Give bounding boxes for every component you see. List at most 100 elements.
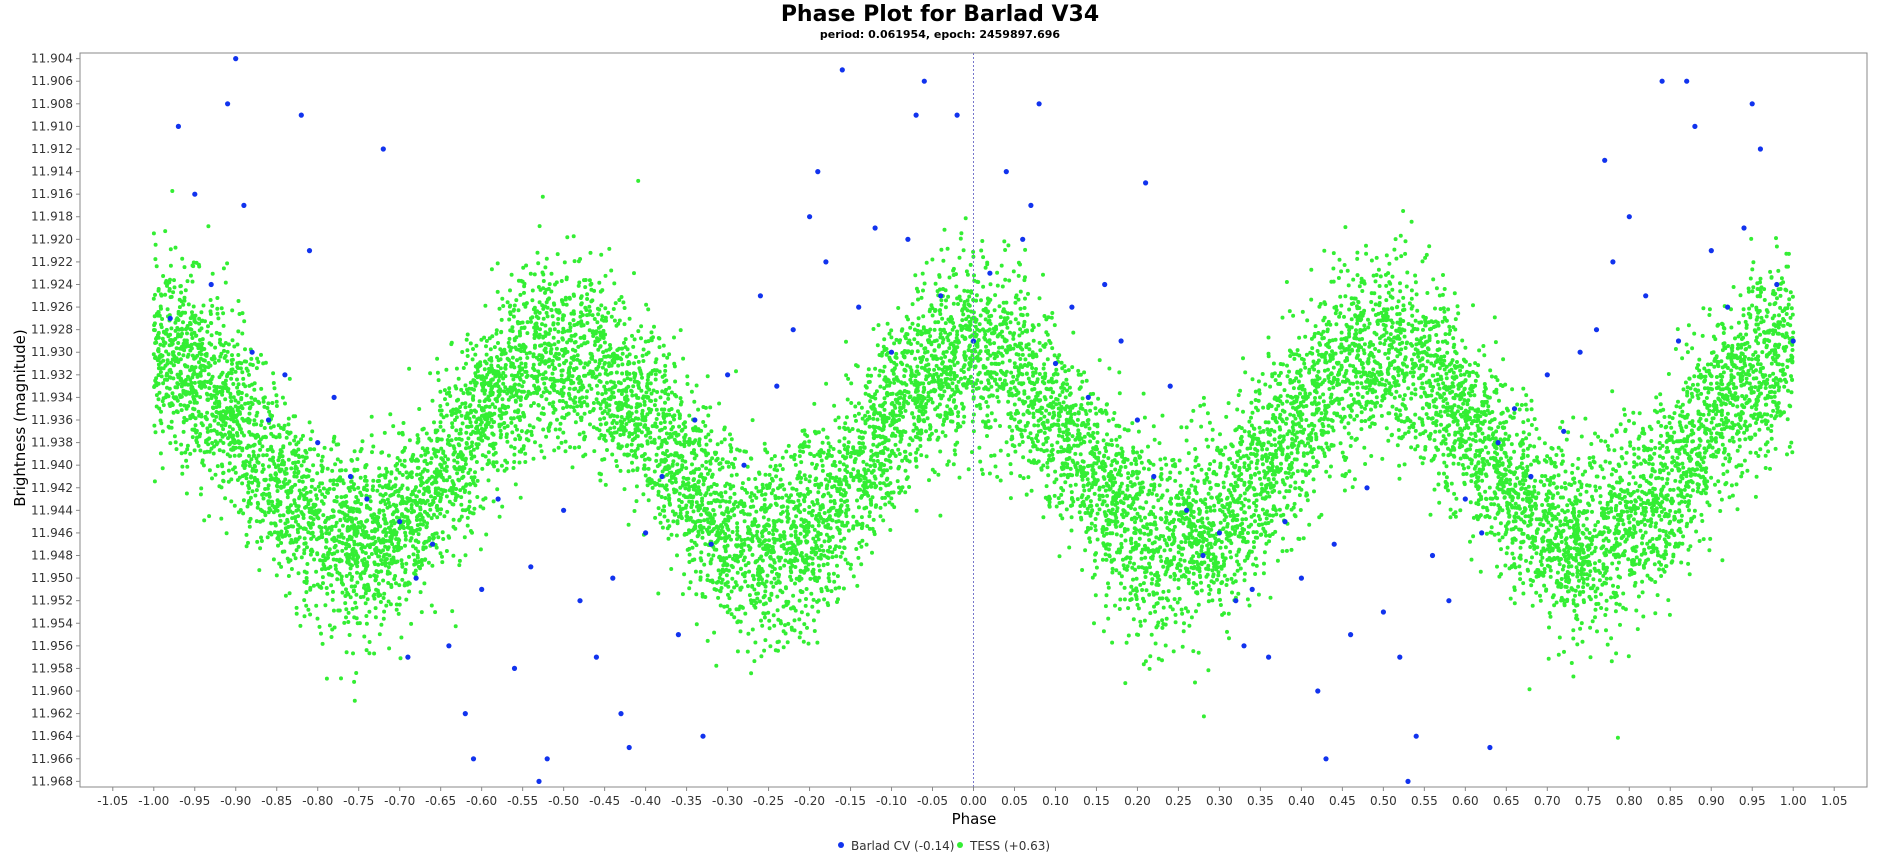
barlad-cv-point <box>175 123 181 129</box>
barlad-cv-point <box>921 78 927 84</box>
y-tick-label: 11.958 <box>31 661 73 675</box>
y-tick-label: 11.924 <box>31 277 73 291</box>
barlad-cv-point <box>306 248 313 254</box>
x-tick-label: -0.70 <box>384 794 415 808</box>
barlad-cv-point <box>1397 654 1403 660</box>
x-tick-label: -1.00 <box>138 794 169 808</box>
barlad-cv-point <box>1134 417 1140 423</box>
barlad-cv-point <box>1708 248 1714 254</box>
x-tick-label: -0.30 <box>712 794 743 808</box>
chart-subtitle: period: 0.061954, epoch: 2459897.696 <box>820 28 1060 41</box>
barlad-cv-point <box>544 756 550 762</box>
barlad-cv-point <box>856 304 862 310</box>
barlad-cv-point <box>1511 406 1518 412</box>
x-tick-label: -0.35 <box>671 794 702 808</box>
legend: Barlad CV (-0.14) TESS (+0.63) <box>838 839 1050 853</box>
plot-area <box>79 52 1868 788</box>
y-tick-label: 11.908 <box>31 97 73 111</box>
barlad-cv-point <box>1282 519 1288 525</box>
x-tick-label: -0.55 <box>507 794 538 808</box>
barlad-cv-point <box>659 473 665 480</box>
barlad-cv-point <box>397 519 403 525</box>
y-tick-label: 11.906 <box>31 74 73 88</box>
x-tick-label: 0.25 <box>1165 794 1192 808</box>
barlad-cv-point <box>1479 530 1485 536</box>
x-tick-label: 1.05 <box>1821 794 1848 808</box>
barlad-cv-point <box>1266 654 1272 660</box>
barlad-cv-point <box>1602 157 1608 163</box>
y-tick-label: 11.956 <box>31 639 73 653</box>
barlad-cv-point <box>823 259 829 265</box>
barlad-cv-point <box>536 778 542 785</box>
legend-marker-barlad-cv <box>838 842 844 848</box>
legend-label-barlad-cv: Barlad CV (-0.14) <box>851 839 954 853</box>
x-tick-label: 0.15 <box>1083 794 1110 808</box>
barlad-cv-point <box>1544 372 1550 378</box>
x-tick-label: -0.40 <box>630 794 661 808</box>
barlad-cv-point <box>380 146 386 152</box>
x-tick-label: -0.45 <box>589 794 620 808</box>
tess-data-points <box>151 178 1796 740</box>
barlad-cv-point <box>1249 586 1255 593</box>
barlad-cv-point <box>1348 632 1354 638</box>
barlad-cv-point <box>1593 327 1600 333</box>
barlad-cv-point <box>1626 214 1632 220</box>
y-tick-label: 11.944 <box>31 503 73 517</box>
tess-points <box>151 178 1796 740</box>
barlad-cv-point <box>1298 575 1304 581</box>
barlad-cv-point <box>618 711 624 717</box>
barlad-cv-point <box>1487 744 1493 751</box>
barlad-cv-point <box>1462 496 1468 502</box>
y-tick-label: 11.930 <box>31 345 73 359</box>
legend-marker-tess <box>957 842 963 848</box>
barlad-cv-point <box>1085 394 1091 400</box>
barlad-cv-point <box>561 507 567 513</box>
x-tick-label: 0.55 <box>1411 794 1438 808</box>
barlad-cv-point <box>888 349 895 355</box>
x-tick-label: 0.35 <box>1247 794 1274 808</box>
barlad-cv-point <box>1725 304 1731 310</box>
x-tick-label: -0.85 <box>261 794 292 808</box>
barlad-cv-point <box>1233 598 1239 604</box>
x-tick-label: -0.65 <box>425 794 456 808</box>
y-tick-label: 11.948 <box>31 549 73 563</box>
y-tick-label: 11.968 <box>31 774 73 788</box>
y-tick-label: 11.916 <box>31 187 73 201</box>
barlad-cv-point <box>1413 733 1419 739</box>
x-tick-label: 0.10 <box>1042 794 1069 808</box>
barlad-cv-point <box>1757 146 1763 152</box>
barlad-cv-point <box>1577 349 1583 355</box>
barlad-cv-point <box>1528 473 1534 480</box>
y-tick-label: 11.934 <box>31 390 73 404</box>
barlad-cv-point <box>479 586 485 593</box>
x-tick-label: -0.60 <box>466 794 497 808</box>
barlad-cv-point <box>1020 236 1026 242</box>
x-tick-label: -0.95 <box>179 794 210 808</box>
x-tick-label: -0.90 <box>220 794 251 808</box>
y-tick-label: 11.932 <box>31 368 73 382</box>
barlad-cv-point <box>405 654 411 660</box>
y-axis-label: Brightness (magnitude) <box>11 329 29 507</box>
y-tick-label: 11.960 <box>31 684 73 698</box>
barlad-cv-point <box>1151 473 1157 480</box>
barlad-cv-point <box>872 225 878 231</box>
y-tick-label: 11.940 <box>31 458 73 472</box>
y-tick-label: 11.936 <box>31 413 73 427</box>
barlad-cv-point <box>1774 281 1780 288</box>
barlad-cv-point <box>470 756 477 762</box>
barlad-cv-point <box>1331 541 1337 547</box>
barlad-cv-point <box>167 315 173 321</box>
y-tick-label: 11.904 <box>31 52 73 66</box>
barlad-cv-point <box>1184 507 1190 513</box>
barlad-cv-point <box>790 327 796 333</box>
y-tick-label: 11.938 <box>31 436 73 450</box>
barlad-cv-point <box>364 496 370 502</box>
barlad-cv-point <box>1790 338 1796 344</box>
barlad-cv-point <box>1069 304 1075 310</box>
legend-label-tess: TESS (+0.63) <box>969 839 1050 853</box>
barlad-cv-point <box>1052 360 1059 367</box>
x-tick-label: 0.65 <box>1493 794 1520 808</box>
barlad-cv-point <box>528 564 534 570</box>
x-tick-label: 0.40 <box>1288 794 1315 808</box>
y-tick-label: 11.946 <box>31 526 73 540</box>
